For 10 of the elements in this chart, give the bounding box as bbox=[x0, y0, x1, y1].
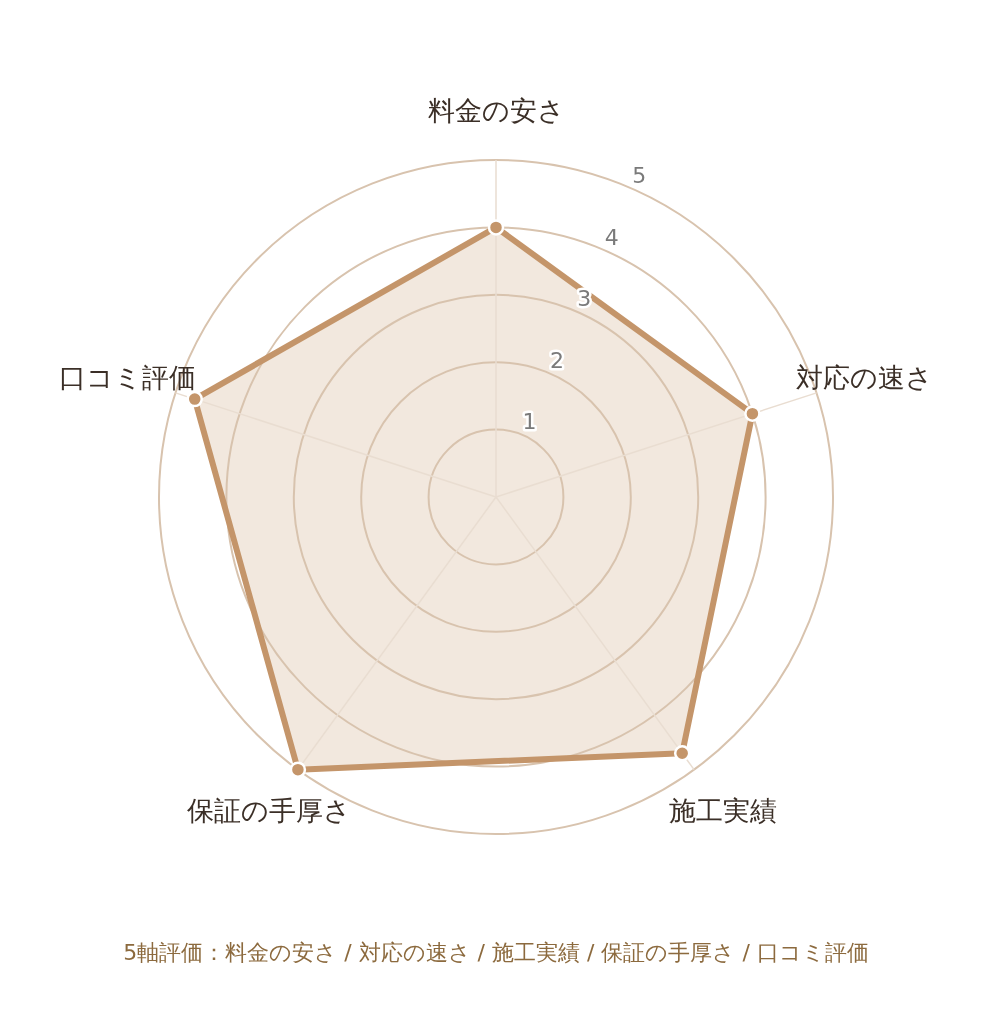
spoke-label: 対応の速さ bbox=[795, 361, 933, 393]
text: 5軸評価：料金の安さ / 対応の速さ / 施工実績 / 保証の手厚さ / 口コミ評価 bbox=[123, 939, 869, 965]
y-tick-label: 2 bbox=[549, 347, 564, 373]
y-tick-label: 4 bbox=[604, 224, 619, 250]
spoke-label: 施工実績 bbox=[669, 794, 778, 826]
y-tick-label: 1 bbox=[522, 409, 537, 435]
spoke-label: 保証の手厚さ bbox=[186, 794, 351, 826]
spoke-label: 口コミ評価 bbox=[59, 361, 197, 393]
spoke-label: 料金の安さ bbox=[427, 94, 565, 126]
y-tick-label: 5 bbox=[632, 162, 647, 188]
